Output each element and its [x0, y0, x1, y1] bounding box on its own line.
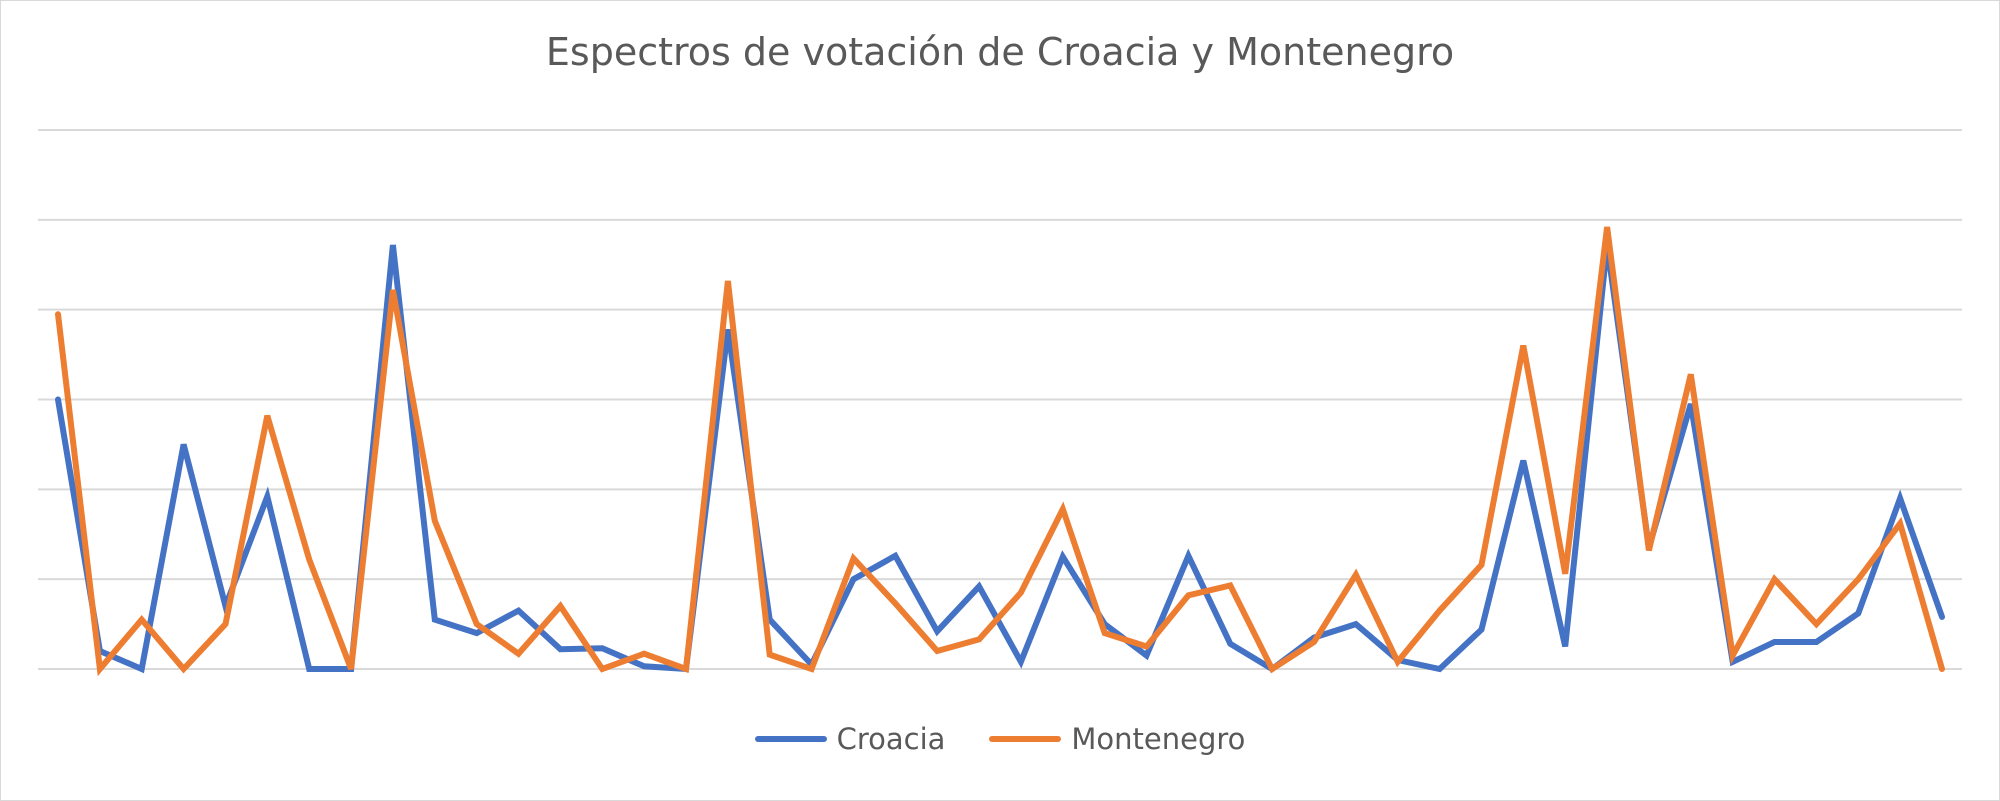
series-line-croacia [55, 244, 1945, 674]
legend: Croacia Montenegro [0, 722, 2000, 756]
series-line-montenegro [55, 226, 1945, 677]
legend-entry-montenegro: Montenegro [989, 722, 1245, 756]
chart-title: Espectros de votación de Croacia y Monte… [545, 30, 1455, 74]
legend-label: Montenegro [1071, 722, 1246, 756]
legend-label: Croacia [836, 722, 946, 756]
gridlines [38, 129, 1962, 670]
legend-swatch [754, 736, 827, 742]
legend-swatch [989, 736, 1062, 742]
series-lines [55, 226, 1945, 677]
legend-entry-croacia: Croacia [754, 722, 946, 756]
